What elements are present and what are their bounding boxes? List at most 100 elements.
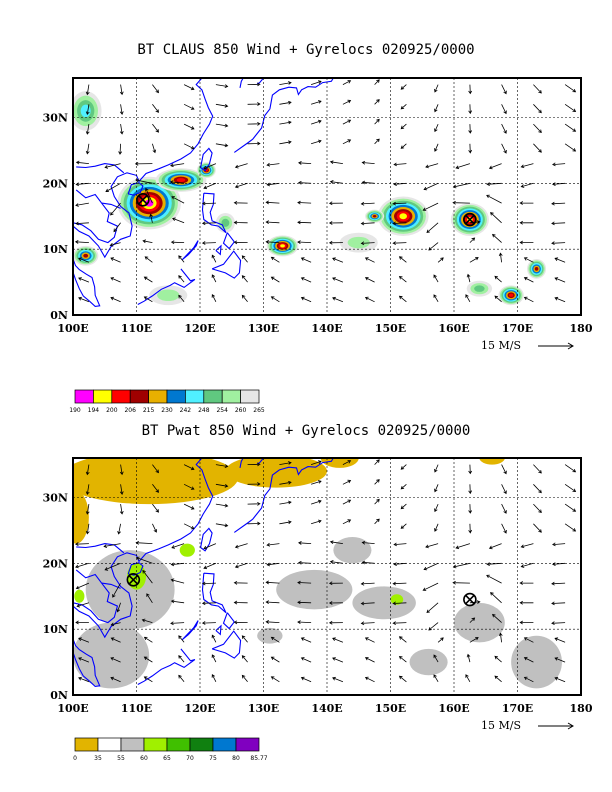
wind-vector (490, 212, 502, 224)
coastline (181, 240, 199, 261)
wind-vector (211, 274, 217, 283)
wind-vector (241, 635, 248, 643)
wind-vector (328, 581, 343, 586)
wind-vector (519, 220, 534, 225)
wind-vector (300, 296, 312, 303)
colorbar-label: 0 (73, 755, 77, 762)
wind-vector (75, 542, 89, 546)
wind-vector (433, 674, 439, 683)
coastline (222, 232, 235, 250)
wind-vector (551, 241, 566, 246)
wind-vector (178, 275, 185, 283)
wind-vector (433, 274, 439, 283)
wind-vector (533, 464, 542, 474)
wind-vector (170, 240, 185, 245)
wind-vector (342, 80, 352, 85)
wind-vector (393, 562, 407, 567)
wind-vector (498, 632, 503, 643)
wind-vector (519, 581, 534, 585)
wind-vector (398, 256, 407, 263)
wind-vector (551, 221, 566, 226)
wind-vector (172, 217, 185, 224)
coastline (201, 192, 227, 234)
coastline (215, 244, 222, 256)
wind-vector (552, 542, 566, 547)
wind-vector (144, 256, 153, 263)
dry-region (73, 490, 89, 544)
wind-vector (501, 484, 507, 495)
wind-vector (300, 676, 312, 683)
y-tick-label: 20N (43, 557, 68, 570)
convective-cluster (399, 213, 407, 220)
wind-vector (247, 82, 261, 87)
wind-vector (494, 675, 502, 683)
wind-vector (361, 560, 375, 565)
wind-vector (465, 294, 471, 302)
x-tick-label: 140E (311, 322, 342, 335)
wind-vector (361, 540, 375, 545)
wind-vector (328, 201, 343, 206)
wind-vector (400, 484, 407, 490)
wind-vector (374, 79, 380, 85)
plot-area-0 (73, 78, 581, 315)
wind-vector (374, 498, 380, 505)
wind-vector (533, 523, 542, 533)
wind-vector (360, 241, 375, 246)
wind-vector (400, 104, 407, 110)
wind-vector (554, 676, 566, 683)
wind-vector (279, 520, 292, 525)
wind-vector (437, 637, 444, 643)
wind-vector (116, 602, 121, 613)
wind-vector (300, 277, 312, 283)
bottom-panel-title: BT Pwat 850 Wind + Gyrelocs 020925/0000 (141, 423, 471, 439)
wind-vector (360, 601, 375, 606)
wind-vector (393, 542, 407, 547)
wind-vector (533, 484, 542, 494)
wind-vector (328, 620, 343, 625)
coastline (211, 630, 242, 659)
very-moist (179, 543, 195, 557)
wind-vector (247, 141, 261, 146)
y-tick-label: 10N (43, 623, 68, 636)
x-tick-label: 180 (570, 702, 593, 715)
wind-vector (332, 296, 344, 303)
moist-region (85, 550, 175, 630)
wind-vector (297, 600, 312, 605)
colorbar-label: 260 (235, 407, 247, 414)
wind-vector (329, 560, 343, 564)
wind-vector (279, 100, 292, 105)
colorbar-label: 80 (232, 755, 240, 762)
wind-vector (143, 656, 153, 663)
wind-vector (270, 656, 280, 663)
wind-vector (109, 242, 121, 247)
wind-vector (266, 542, 280, 547)
wind-vector (501, 143, 507, 154)
wind-vector (201, 621, 216, 625)
wind-vector (551, 201, 566, 206)
wind-vector (488, 163, 502, 170)
wind-vector (466, 273, 471, 283)
wind-vector (428, 242, 439, 251)
wind-vector (360, 221, 375, 226)
wind-vector (310, 460, 322, 465)
wind-vector (152, 143, 157, 154)
cloud (221, 218, 230, 227)
wind-vector (360, 201, 375, 206)
wind-vector (398, 636, 407, 643)
x-tick-label: 110E (121, 322, 152, 335)
wind-vector (143, 676, 153, 683)
wind-vector (265, 220, 280, 225)
wind-vector (392, 201, 407, 206)
wind-vector (178, 294, 185, 303)
moist-region (276, 569, 353, 610)
wind-vector (501, 503, 507, 514)
wind-vector (233, 240, 248, 245)
wind-vector (241, 294, 248, 303)
wind-vector (452, 562, 470, 569)
wind-vector (486, 194, 502, 204)
wind-vector (75, 221, 89, 226)
coastline (73, 638, 101, 687)
wind-vector (233, 200, 248, 205)
wind-vector (519, 201, 534, 205)
